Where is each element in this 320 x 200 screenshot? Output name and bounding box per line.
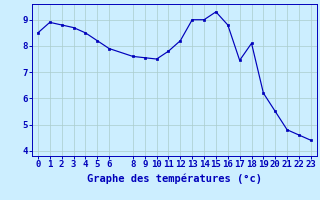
X-axis label: Graphe des températures (°c): Graphe des températures (°c) <box>87 173 262 184</box>
